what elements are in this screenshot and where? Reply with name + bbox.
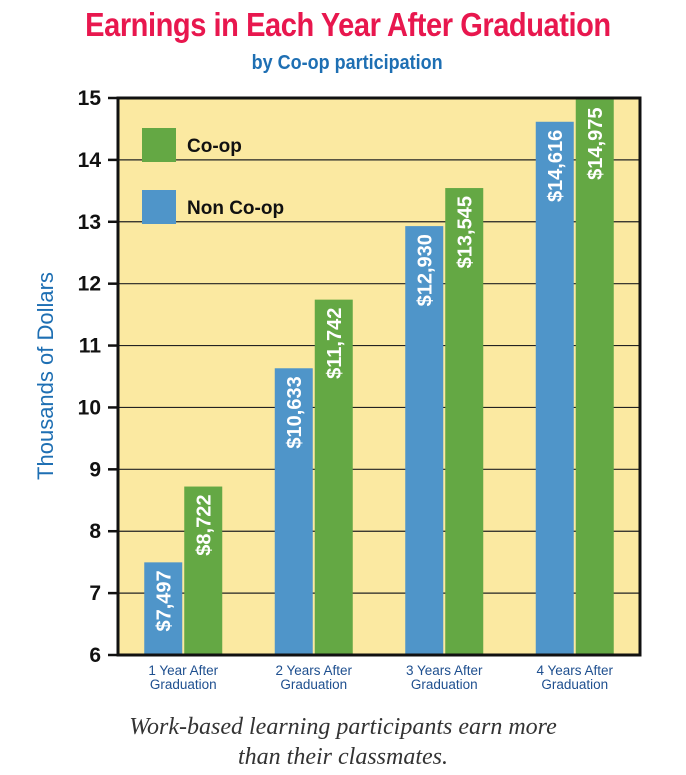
x-tick-label: 4 Years After [536,663,613,678]
x-tick-label: Graduation [280,677,347,692]
caption-line-2: than their classmates. [238,744,448,770]
plot-border [116,96,642,657]
bar [575,99,614,655]
legend-swatch [142,128,176,162]
y-tick-label: 10 [78,396,101,419]
x-tick-label: 3 Years After [406,663,483,678]
x-tick-label: Graduation [150,677,217,692]
x-tick-label: 1 Year After [148,663,218,678]
bar-value-label: $10,633 [284,376,306,448]
legend-label: Co-op [187,136,242,157]
bar-value-label: $14,975 [585,108,607,180]
caption: Work-based learning participants earn mo… [0,712,686,772]
x-tick-label: Graduation [411,677,478,692]
y-tick-label: 7 [89,582,101,605]
bar-value-label: $14,616 [545,130,567,202]
bar [314,299,353,655]
y-tick-label: 12 [78,273,101,296]
y-tick-label: 15 [78,87,102,110]
bar-value-label: $12,930 [414,234,436,306]
y-tick-label: 14 [78,149,102,172]
bar-value-label: $7,497 [153,570,175,631]
chart-title: Earnings in Each Year After Graduation [85,6,611,43]
legend-label: Non Co-op [187,198,284,219]
bar-value-label: $8,722 [193,495,215,556]
legend-item: Non Co-op [142,190,284,224]
bar [274,368,313,655]
legend-swatch [142,190,176,224]
bar [184,486,223,655]
bar-value-label: $11,742 [324,308,346,379]
legend-item: Co-op [142,128,242,162]
bar [445,188,484,655]
chart-subtitle: by Co-op participation [251,52,443,74]
x-tick-label: 2 Years After [275,663,352,678]
bar [405,226,444,656]
bar [144,562,183,655]
bar-value-label: $13,545 [454,196,476,268]
y-tick-label: 11 [79,335,102,358]
y-tick-label: 9 [89,458,101,481]
x-tick-label: Graduation [541,677,608,692]
y-tick-label: 13 [78,211,101,234]
y-tick-label: 6 [89,644,101,667]
bar [535,121,574,656]
y-tick-label: 8 [89,520,101,543]
caption-line-1: Work-based learning participants earn mo… [129,714,557,740]
